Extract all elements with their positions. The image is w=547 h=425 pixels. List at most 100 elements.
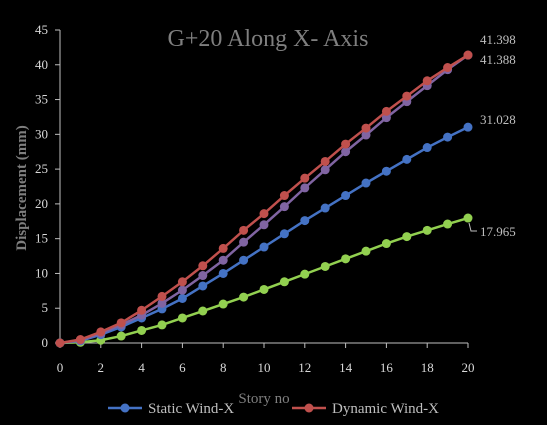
y-tick-label: 15 <box>35 231 48 246</box>
data-point <box>422 143 432 153</box>
data-point <box>157 298 167 308</box>
data-point <box>402 91 412 101</box>
x-axis-title: Story no <box>238 391 289 407</box>
data-point <box>300 183 310 193</box>
data-point <box>116 318 126 328</box>
x-tick-label: 8 <box>220 360 227 375</box>
data-point <box>218 243 228 253</box>
data-point <box>341 139 351 149</box>
data-point <box>361 178 371 188</box>
x-tick-label: 16 <box>380 360 394 375</box>
x-tick-label: 12 <box>298 360 311 375</box>
data-point <box>177 293 187 303</box>
data-point <box>422 76 432 86</box>
data-point <box>96 327 106 337</box>
data-point <box>177 277 187 287</box>
series-group <box>55 50 473 348</box>
y-axis-title: Displacement (mm) <box>14 125 30 250</box>
data-point <box>463 122 473 132</box>
data-point <box>259 284 269 294</box>
y-tick-label: 5 <box>42 300 49 315</box>
data-point <box>361 123 371 133</box>
data-point <box>218 268 228 278</box>
legend: Static Wind-X Dynamic Wind-X <box>108 401 439 417</box>
data-label: 31.028 <box>480 112 516 127</box>
data-point <box>279 191 289 201</box>
data-point <box>198 306 208 316</box>
y-tick-label: 10 <box>35 265 48 280</box>
x-tick-label: 14 <box>339 360 353 375</box>
x-tick-label: 10 <box>258 360 271 375</box>
data-point <box>259 242 269 252</box>
y-tick-label: 40 <box>35 57 48 72</box>
data-point <box>218 255 228 265</box>
data-point <box>381 113 391 123</box>
data-point <box>177 313 187 323</box>
data-point <box>177 285 187 295</box>
y-tick-label: 45 <box>35 22 48 37</box>
data-point <box>463 50 473 60</box>
data-label: 17.965 <box>480 224 516 239</box>
y-tick-label: 20 <box>35 196 48 211</box>
data-point <box>443 219 453 229</box>
y-tick-label: 35 <box>35 92 48 107</box>
data-point <box>341 254 351 264</box>
data-label-leader <box>468 222 477 232</box>
x-tick-labels: 0 2 4 6 8 10 12 14 16 18 20 <box>57 343 475 375</box>
y-tick-label: 25 <box>35 161 48 176</box>
x-tick-label: 2 <box>98 360 105 375</box>
data-point <box>341 191 351 201</box>
legend-item: Dynamic Wind-X <box>292 401 439 417</box>
data-point <box>239 225 249 235</box>
data-point <box>198 261 208 271</box>
series-1 <box>55 122 473 348</box>
x-tick-label: 4 <box>138 360 145 375</box>
data-label: 41.398 <box>480 32 516 47</box>
data-point <box>279 277 289 287</box>
x-tick-label: 6 <box>179 360 186 375</box>
data-point <box>443 63 453 73</box>
data-point <box>320 261 330 271</box>
data-point <box>198 271 208 281</box>
data-point <box>198 281 208 291</box>
data-point <box>300 216 310 226</box>
data-point <box>116 331 126 341</box>
data-point <box>157 291 167 301</box>
data-point <box>300 173 310 183</box>
data-point <box>443 132 453 142</box>
data-point <box>381 106 391 116</box>
legend-swatch-marker <box>304 403 314 413</box>
data-point <box>361 246 371 256</box>
data-point <box>320 156 330 166</box>
data-point <box>239 237 249 247</box>
legend-label: Static Wind-X <box>148 401 234 417</box>
series-3 <box>55 50 473 348</box>
data-point <box>402 154 412 164</box>
data-point <box>259 209 269 219</box>
series-2 <box>55 50 473 348</box>
data-point <box>239 292 249 302</box>
data-point <box>259 220 269 230</box>
data-point <box>381 166 391 176</box>
legend-item: Static Wind-X <box>108 401 234 417</box>
legend-label: Dynamic Wind-X <box>332 401 439 417</box>
legend-swatch-marker <box>120 403 130 413</box>
data-point <box>341 147 351 157</box>
data-point <box>137 325 147 335</box>
data-point <box>137 305 147 315</box>
data-point <box>361 130 371 140</box>
data-point <box>422 225 432 235</box>
x-tick-label: 18 <box>421 360 434 375</box>
data-labels: 17.965 31.028 41.388 41.398 <box>468 32 516 239</box>
data-point <box>218 299 228 309</box>
chart-title: G+20 Along X- Axis <box>168 26 369 52</box>
data-point <box>320 165 330 175</box>
data-point <box>279 202 289 212</box>
x-tick-label: 20 <box>462 360 475 375</box>
data-point <box>381 239 391 249</box>
data-point <box>239 255 249 265</box>
y-tick-labels: 0 5 10 15 20 25 30 35 40 45 <box>35 22 60 350</box>
data-point <box>55 338 65 348</box>
